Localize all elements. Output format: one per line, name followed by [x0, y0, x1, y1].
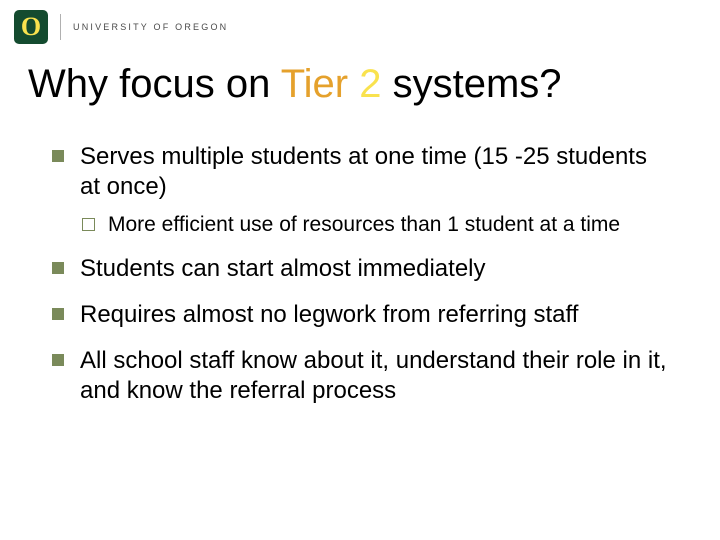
title-mid	[348, 62, 359, 106]
slide: O UNIVERSITY OF OREGON Why focus on Tier…	[0, 0, 720, 540]
sub-list: More efficient use of resources than 1 s…	[80, 212, 670, 238]
bullet-list: Serves multiple students at one time (15…	[50, 142, 670, 406]
bullet-text: Serves multiple students at one time (15…	[80, 142, 670, 202]
title-hl2: 2	[359, 62, 381, 106]
list-item: All school staff know about it, understa…	[50, 346, 670, 406]
slide-title: Why focus on Tier 2 systems?	[0, 48, 720, 106]
title-post: systems?	[382, 62, 562, 106]
bullet-text: Students can start almost immediately	[80, 254, 670, 284]
list-item: Serves multiple students at one time (15…	[50, 142, 670, 238]
bullet-text: All school staff know about it, understa…	[80, 346, 670, 406]
list-item: Students can start almost immediately	[50, 254, 670, 284]
title-pre: Why focus on	[28, 62, 281, 106]
logo-bar: O UNIVERSITY OF OREGON	[0, 0, 720, 48]
institution-name: UNIVERSITY OF OREGON	[73, 22, 228, 32]
bullet-text: Requires almost no legwork from referrin…	[80, 300, 670, 330]
content: Serves multiple students at one time (15…	[0, 106, 720, 406]
title-hl1: Tier	[281, 62, 348, 106]
sub-bullet-text: More efficient use of resources than 1 s…	[108, 212, 670, 238]
list-item: More efficient use of resources than 1 s…	[80, 212, 670, 238]
logo-divider	[60, 14, 61, 40]
list-item: Requires almost no legwork from referrin…	[50, 300, 670, 330]
logo-icon: O	[14, 10, 48, 44]
